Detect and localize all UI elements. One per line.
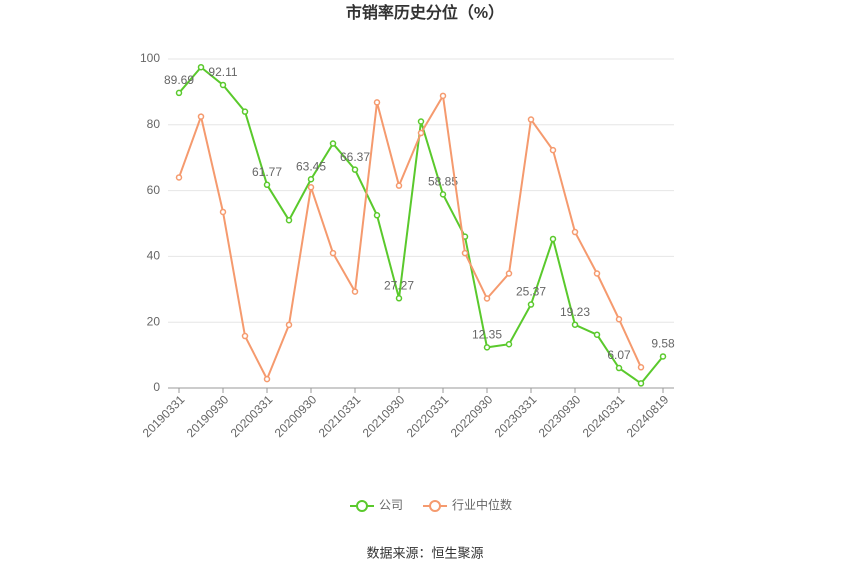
data-label: 12.35: [472, 328, 502, 342]
x-tick-label: 20240819: [624, 392, 672, 440]
point: [241, 332, 249, 340]
point: [637, 380, 645, 387]
point: [417, 129, 425, 137]
x-tick-label: 20210930: [360, 392, 408, 440]
x-tick-label: 20210331: [316, 392, 364, 440]
point: [263, 181, 271, 189]
point: [351, 166, 359, 173]
data-label: 27.27: [384, 278, 414, 292]
data-label: 58.85: [428, 175, 458, 189]
y-tick-label: 0: [153, 380, 160, 394]
legend-marker: [356, 500, 368, 512]
data-label: 89.69: [164, 73, 194, 87]
point: [285, 321, 293, 329]
x-tick-label: 20240331: [580, 392, 628, 440]
point: [549, 235, 557, 243]
point: [351, 288, 359, 295]
point: [549, 146, 557, 154]
x-tick-label: 20220331: [404, 392, 452, 440]
x-tick-label: 20220930: [448, 392, 496, 440]
y-tick-label: 100: [140, 51, 160, 65]
point: [307, 184, 315, 191]
data-label: 92.11: [208, 65, 237, 79]
point: [241, 108, 249, 115]
point: [571, 228, 579, 236]
point: [263, 375, 271, 383]
x-tick-label: 20230930: [536, 392, 584, 440]
point: [197, 113, 205, 120]
point: [615, 315, 623, 323]
source: 数据来源：恒生聚源: [366, 545, 483, 560]
legend-marker: [429, 500, 442, 512]
point: [593, 270, 601, 277]
point: [219, 81, 227, 89]
point: [329, 140, 337, 147]
data-label: 25.37: [516, 285, 546, 299]
data-label: 19.23: [560, 305, 590, 319]
point: [571, 321, 579, 328]
x-tick-label: 20230331: [492, 392, 540, 440]
y-tick-label: 40: [147, 249, 161, 263]
data-label: 9.58: [651, 337, 675, 351]
chart-title: 市销率历史分位（%）: [346, 3, 504, 22]
x-tick-label: 20200331: [228, 392, 276, 440]
x-tick-label: 20200930: [272, 392, 320, 440]
data-label: 6.07: [607, 348, 631, 362]
y-tick-label: 20: [147, 314, 161, 328]
point: [615, 364, 623, 372]
data-label: 61.77: [252, 165, 282, 179]
point: [417, 118, 425, 125]
point: [175, 89, 183, 97]
point: [527, 301, 535, 308]
point: [439, 92, 447, 100]
point: [219, 208, 227, 216]
point: [483, 295, 491, 302]
point: [439, 191, 447, 198]
point: [483, 344, 491, 351]
point: [461, 249, 469, 257]
legend-label: 行业中位数: [452, 497, 512, 512]
x-tick-label: 20190930: [184, 392, 232, 440]
point: [593, 331, 601, 338]
point: [395, 182, 403, 189]
data-label: 66.37: [340, 150, 370, 164]
point: [175, 174, 183, 181]
series-line: [178, 65, 664, 385]
point: [395, 295, 403, 302]
point: [505, 270, 513, 277]
point: [329, 249, 337, 257]
point: [373, 99, 381, 106]
x-tick-label: 20190331: [140, 392, 188, 440]
point: [637, 364, 645, 371]
point: [659, 353, 667, 360]
y-tick-label: 80: [147, 117, 161, 131]
legend-label: 公司: [379, 498, 403, 512]
point: [373, 212, 381, 219]
point: [285, 216, 293, 224]
y-tick-label: 60: [147, 183, 161, 197]
point: [307, 175, 315, 183]
point: [505, 340, 513, 348]
point: [197, 63, 205, 71]
point: [527, 116, 535, 123]
data-label: 63.45: [296, 159, 326, 173]
series-line: [178, 92, 642, 382]
